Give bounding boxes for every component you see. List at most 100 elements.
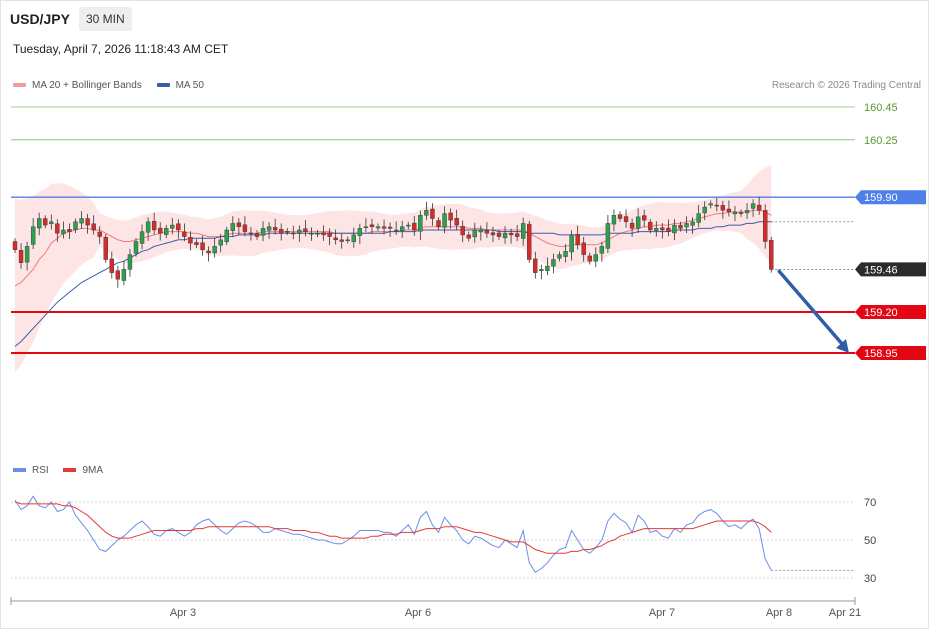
candle xyxy=(315,230,320,238)
candle xyxy=(139,224,145,250)
candle-body xyxy=(260,228,266,236)
candle-body xyxy=(157,227,163,234)
level-tag-text: 159.20 xyxy=(864,307,898,319)
candle-body xyxy=(690,221,695,226)
candle xyxy=(563,244,568,263)
candle-body xyxy=(236,222,242,227)
candle xyxy=(557,251,562,262)
candle xyxy=(260,221,266,242)
x-tick-label: Apr 8 xyxy=(766,607,792,619)
candle-body xyxy=(587,255,592,262)
candle xyxy=(490,226,496,243)
candle xyxy=(345,236,350,244)
candle-body xyxy=(551,259,556,267)
candle-body xyxy=(406,224,411,227)
candle xyxy=(442,206,447,234)
candle xyxy=(587,252,592,265)
candle xyxy=(127,248,133,277)
candle-body xyxy=(24,246,30,263)
projection-arrow-shaft xyxy=(777,269,845,347)
x-tick-label: Apr 6 xyxy=(405,607,431,619)
candle xyxy=(605,214,611,253)
legend-item-ma20: MA 20 + Bollinger Bands xyxy=(13,80,142,91)
candle-body xyxy=(666,227,671,232)
candle-body xyxy=(744,210,750,214)
candle-body xyxy=(430,208,435,219)
candle xyxy=(744,203,750,219)
candle-body xyxy=(333,237,338,241)
candle-body xyxy=(321,232,326,236)
candle-body xyxy=(43,218,48,226)
candle xyxy=(248,227,254,241)
candle xyxy=(454,209,459,230)
candle xyxy=(12,238,18,253)
candle xyxy=(424,201,429,220)
candle-body xyxy=(242,224,248,232)
candle-body xyxy=(375,226,381,229)
candle xyxy=(756,196,762,215)
candle xyxy=(436,217,441,230)
candle-body xyxy=(442,213,447,228)
candle xyxy=(539,264,544,280)
candle xyxy=(49,214,54,230)
candle-body xyxy=(581,242,586,255)
legend-rsi-label: RSI xyxy=(32,465,49,476)
candle-body xyxy=(297,229,302,234)
candle-body xyxy=(266,226,272,231)
candle-body xyxy=(533,258,538,273)
candle-body xyxy=(478,229,484,233)
candle xyxy=(769,236,774,273)
candle-body xyxy=(472,229,477,238)
candle-body xyxy=(696,213,701,223)
candle xyxy=(460,220,465,243)
candle xyxy=(478,225,484,241)
candle xyxy=(502,226,508,244)
candle-body xyxy=(769,239,774,270)
candle-body xyxy=(248,232,254,235)
candle-body xyxy=(496,232,502,237)
level-label-160.25: 160.25 xyxy=(864,135,898,147)
candle xyxy=(363,218,369,233)
candle xyxy=(611,209,617,232)
candle xyxy=(375,223,381,232)
candle xyxy=(484,222,490,238)
candle xyxy=(303,220,308,237)
candle xyxy=(30,218,36,250)
candle xyxy=(406,221,411,230)
candle-body xyxy=(61,229,66,235)
candle-body xyxy=(212,246,217,254)
candle xyxy=(230,216,236,237)
candle-body xyxy=(684,223,689,228)
rsi-level-label-30: 30 xyxy=(864,573,876,585)
candle-body xyxy=(599,246,605,254)
level-tag-text: 158.95 xyxy=(864,348,898,360)
candle xyxy=(224,226,229,246)
candle xyxy=(617,211,623,222)
candle xyxy=(357,223,363,245)
rsi-legend: RSI 9MA xyxy=(13,465,115,476)
candle xyxy=(642,209,647,228)
candle-body xyxy=(170,224,175,229)
candle xyxy=(496,229,502,240)
timeframe-button[interactable]: 30 MIN xyxy=(79,7,132,31)
candle-body xyxy=(466,234,471,239)
candle-body xyxy=(339,239,344,242)
candle-body xyxy=(37,218,42,229)
candle-body xyxy=(448,212,453,221)
candle xyxy=(351,227,356,248)
candle-body xyxy=(194,242,199,245)
candle xyxy=(188,231,193,251)
rsi-level-label-50: 50 xyxy=(864,535,876,547)
candle xyxy=(575,225,580,250)
rsi-level-label-70: 70 xyxy=(864,497,876,509)
x-tick-label: Apr 3 xyxy=(170,607,196,619)
candle xyxy=(581,236,586,262)
candle-body xyxy=(593,254,598,262)
candle-body xyxy=(369,224,375,227)
candle-body xyxy=(672,224,677,234)
legend-item-ma50: MA 50 xyxy=(156,80,204,91)
candle xyxy=(508,228,514,244)
candle xyxy=(623,209,629,228)
candle-body xyxy=(206,250,211,254)
